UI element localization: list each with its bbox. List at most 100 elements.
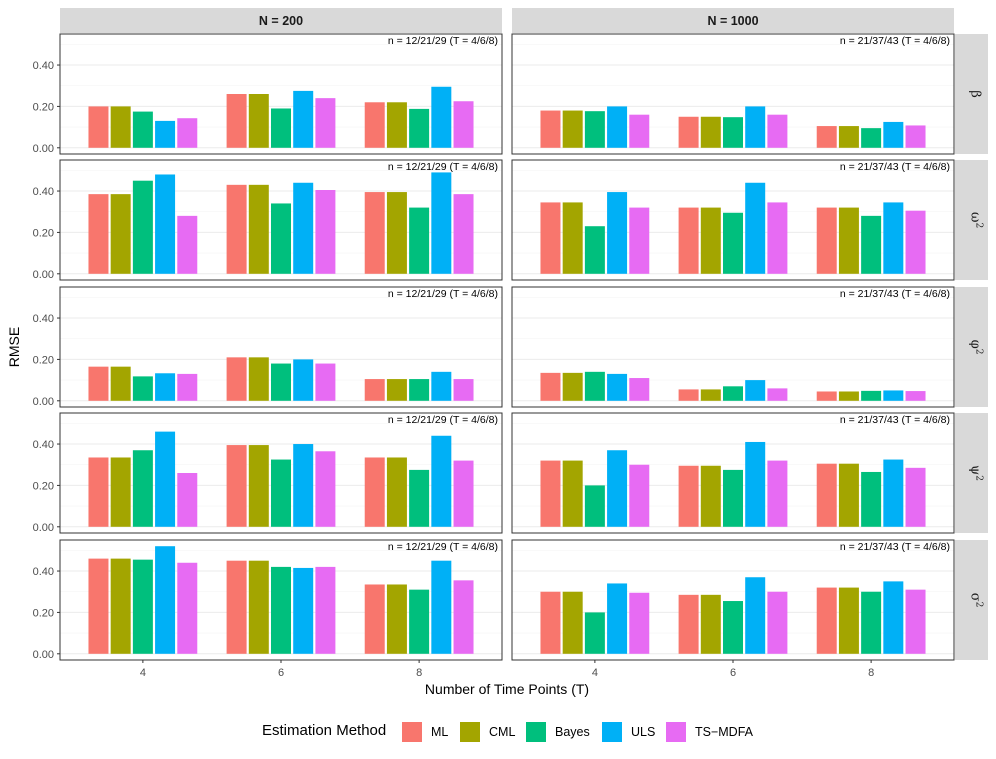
bar [767, 591, 788, 654]
bar [629, 464, 650, 527]
column-strip-bg [512, 8, 954, 33]
bar [132, 111, 153, 148]
bar [293, 182, 314, 274]
bar [723, 469, 743, 527]
panel-annotation: n = 12/21/29 (T = 4/6/8) [388, 161, 498, 173]
panel-border [59, 286, 503, 408]
bar [453, 460, 474, 527]
bar [431, 371, 452, 401]
bar [838, 391, 859, 401]
panel-border [511, 33, 955, 155]
bar [905, 210, 926, 274]
y-tick-label: 0.40 [33, 186, 54, 198]
bar [700, 594, 721, 654]
bar [315, 98, 336, 148]
bar [723, 601, 743, 654]
bar [607, 583, 628, 654]
bar [453, 379, 474, 401]
panel-annotation: n = 21/37/43 (T = 4/6/8) [840, 35, 950, 47]
bar [883, 581, 904, 654]
bar [226, 560, 247, 654]
bar [584, 371, 605, 401]
column-strip-label: N = 1000 [707, 14, 758, 28]
bar [767, 202, 788, 274]
bar [562, 202, 583, 274]
panel-annotation: n = 12/21/29 (T = 4/6/8) [388, 288, 498, 300]
bar [88, 457, 109, 527]
legend-label: TS−MDFA [695, 725, 753, 739]
bar [540, 372, 561, 401]
legend-label: ULS [631, 725, 656, 739]
bar [861, 215, 882, 274]
bar [226, 94, 247, 148]
y-tick-label: 0.40 [33, 60, 54, 72]
bar [453, 101, 474, 148]
bar [629, 207, 650, 274]
y-tick-label: 0.40 [33, 566, 54, 578]
bar [386, 192, 407, 274]
bar [409, 469, 430, 527]
bar [562, 372, 583, 401]
bar [248, 560, 269, 654]
panel-border [59, 33, 503, 155]
bar [431, 86, 452, 148]
panel-border [59, 159, 503, 281]
column-strip-bg [60, 8, 502, 33]
bar [700, 116, 721, 148]
bar [861, 471, 882, 527]
bar [678, 465, 699, 527]
bar [88, 366, 109, 401]
x-axis-title: Number of Time Points (T) [425, 681, 589, 697]
y-tick-label: 0.20 [33, 480, 54, 492]
bar [607, 192, 628, 274]
bar [364, 102, 385, 148]
bar [861, 591, 882, 654]
bar [745, 182, 766, 274]
bar [248, 357, 269, 401]
bar [431, 435, 452, 527]
bar [271, 566, 291, 654]
legend-key [666, 722, 686, 742]
bar [132, 180, 153, 274]
bar [629, 592, 650, 654]
bar [562, 460, 583, 527]
bar [883, 459, 904, 527]
bar [315, 363, 336, 401]
bar [386, 457, 407, 527]
bar [678, 594, 699, 654]
bar [767, 460, 788, 527]
bar [723, 386, 743, 401]
bar [110, 366, 131, 401]
legend-key [526, 722, 546, 742]
bar [607, 373, 628, 401]
legend-item: Bayes [526, 721, 590, 743]
legend-key [460, 722, 480, 742]
y-tick-label: 0.20 [33, 227, 54, 239]
bar [745, 577, 766, 654]
row-strip-label: ω2 [968, 212, 984, 228]
bar [88, 106, 109, 148]
bar [745, 380, 766, 401]
bar [177, 473, 198, 527]
bar [88, 558, 109, 654]
bar [431, 172, 452, 274]
bar [584, 485, 605, 527]
x-tick-label: 8 [416, 667, 422, 679]
row-strip-label: σ2 [968, 593, 984, 608]
legend-title: Estimation Method [262, 722, 387, 739]
bar [155, 373, 176, 401]
bar [155, 120, 176, 148]
y-tick-label: 0.00 [33, 269, 54, 281]
bar [700, 465, 721, 527]
x-tick-label: 4 [140, 667, 146, 679]
bar [226, 445, 247, 527]
bar [177, 562, 198, 654]
bar [883, 121, 904, 148]
bar [861, 128, 882, 148]
column-strip-label: N = 200 [259, 14, 303, 28]
bar [629, 114, 650, 148]
bar [110, 106, 131, 148]
x-tick-label: 8 [868, 667, 874, 679]
bar [607, 450, 628, 527]
bar [271, 459, 291, 527]
